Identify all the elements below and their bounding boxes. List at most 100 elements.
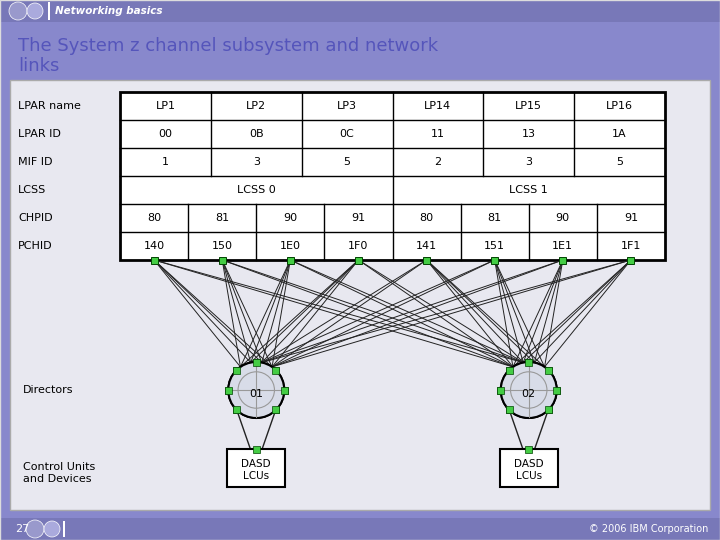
Bar — [500, 449, 558, 487]
Text: 1: 1 — [162, 157, 169, 167]
Text: 1F1: 1F1 — [621, 241, 641, 251]
Text: 11: 11 — [431, 129, 445, 139]
Text: Control Units
and Devices: Control Units and Devices — [23, 462, 95, 484]
Text: 27: 27 — [15, 524, 30, 534]
Text: LP16: LP16 — [606, 101, 633, 111]
Text: 01: 01 — [249, 389, 264, 399]
Circle shape — [228, 362, 284, 418]
Text: LPAR ID: LPAR ID — [18, 129, 61, 139]
Text: 90: 90 — [556, 213, 570, 223]
Circle shape — [500, 362, 557, 418]
Bar — [233, 406, 240, 413]
Bar — [553, 387, 560, 394]
Text: © 2006 IBM Corporation: © 2006 IBM Corporation — [589, 524, 708, 534]
Bar — [10, 80, 710, 510]
Text: 5: 5 — [343, 157, 351, 167]
Text: 5: 5 — [616, 157, 623, 167]
Bar — [272, 367, 279, 374]
Text: 13: 13 — [522, 129, 536, 139]
Bar — [272, 406, 279, 413]
Circle shape — [44, 521, 60, 537]
Text: 0C: 0C — [340, 129, 354, 139]
Circle shape — [9, 2, 27, 20]
Text: 80: 80 — [147, 213, 161, 223]
Text: 90: 90 — [283, 213, 297, 223]
Bar — [272, 367, 279, 374]
Bar — [545, 367, 552, 374]
Bar — [48, 2, 50, 20]
Bar — [225, 387, 232, 394]
Text: 1F0: 1F0 — [348, 241, 369, 251]
Bar — [0, 518, 720, 540]
Text: 1A: 1A — [612, 129, 627, 139]
Bar — [253, 359, 260, 366]
Circle shape — [500, 362, 557, 418]
Text: Directors: Directors — [23, 385, 73, 395]
Text: 151: 151 — [484, 241, 505, 251]
Bar — [627, 256, 634, 264]
Circle shape — [26, 520, 44, 538]
Bar — [526, 359, 532, 366]
Text: DASD
LCUs: DASD LCUs — [514, 459, 544, 481]
Bar — [505, 367, 513, 374]
Bar — [553, 387, 560, 394]
Text: 141: 141 — [416, 241, 437, 251]
Bar — [498, 387, 504, 394]
Bar — [559, 256, 567, 264]
Text: 00: 00 — [158, 129, 172, 139]
Bar — [545, 367, 552, 374]
Bar — [526, 359, 532, 366]
Text: links: links — [18, 57, 59, 75]
Text: 3: 3 — [253, 157, 260, 167]
Bar — [355, 256, 362, 264]
Text: 1E0: 1E0 — [280, 241, 301, 251]
Text: 91: 91 — [351, 213, 366, 223]
Text: 02: 02 — [522, 389, 536, 399]
Circle shape — [27, 3, 43, 19]
Bar — [253, 446, 260, 453]
Bar — [281, 387, 288, 394]
Text: 80: 80 — [420, 213, 433, 223]
Text: 0B: 0B — [249, 129, 264, 139]
Text: MIF ID: MIF ID — [18, 157, 53, 167]
Bar — [233, 406, 240, 413]
Text: LP15: LP15 — [516, 101, 542, 111]
Text: 91: 91 — [624, 213, 638, 223]
Text: The System z channel subsystem and network: The System z channel subsystem and netwo… — [18, 37, 438, 55]
Text: 140: 140 — [143, 241, 165, 251]
Text: 02: 02 — [522, 389, 536, 399]
Bar — [287, 256, 294, 264]
Bar — [545, 406, 552, 413]
Bar — [253, 359, 260, 366]
Text: LCSS 1: LCSS 1 — [509, 185, 548, 195]
Text: PCHID: PCHID — [18, 241, 53, 251]
Bar — [281, 387, 288, 394]
Bar — [423, 256, 430, 264]
Bar — [233, 367, 240, 374]
Bar — [491, 256, 498, 264]
Text: LCSS: LCSS — [18, 185, 46, 195]
Text: 150: 150 — [212, 241, 233, 251]
Bar — [505, 406, 513, 413]
Text: 2: 2 — [434, 157, 441, 167]
Bar — [498, 387, 504, 394]
Text: DASD
LCUs: DASD LCUs — [241, 459, 271, 481]
Bar — [0, 0, 720, 22]
Bar — [63, 521, 65, 537]
Text: 1E1: 1E1 — [552, 241, 573, 251]
Bar — [228, 449, 285, 487]
Text: 81: 81 — [487, 213, 502, 223]
Text: LP2: LP2 — [246, 101, 266, 111]
Text: 3: 3 — [526, 157, 532, 167]
Text: LP14: LP14 — [424, 101, 451, 111]
Bar — [272, 406, 279, 413]
Text: CHPID: CHPID — [18, 213, 53, 223]
Bar — [545, 406, 552, 413]
Bar — [233, 367, 240, 374]
Bar — [150, 256, 158, 264]
Bar — [505, 406, 513, 413]
Circle shape — [228, 362, 284, 418]
Text: 01: 01 — [249, 389, 264, 399]
Text: LCSS 0: LCSS 0 — [237, 185, 276, 195]
Bar — [219, 256, 225, 264]
